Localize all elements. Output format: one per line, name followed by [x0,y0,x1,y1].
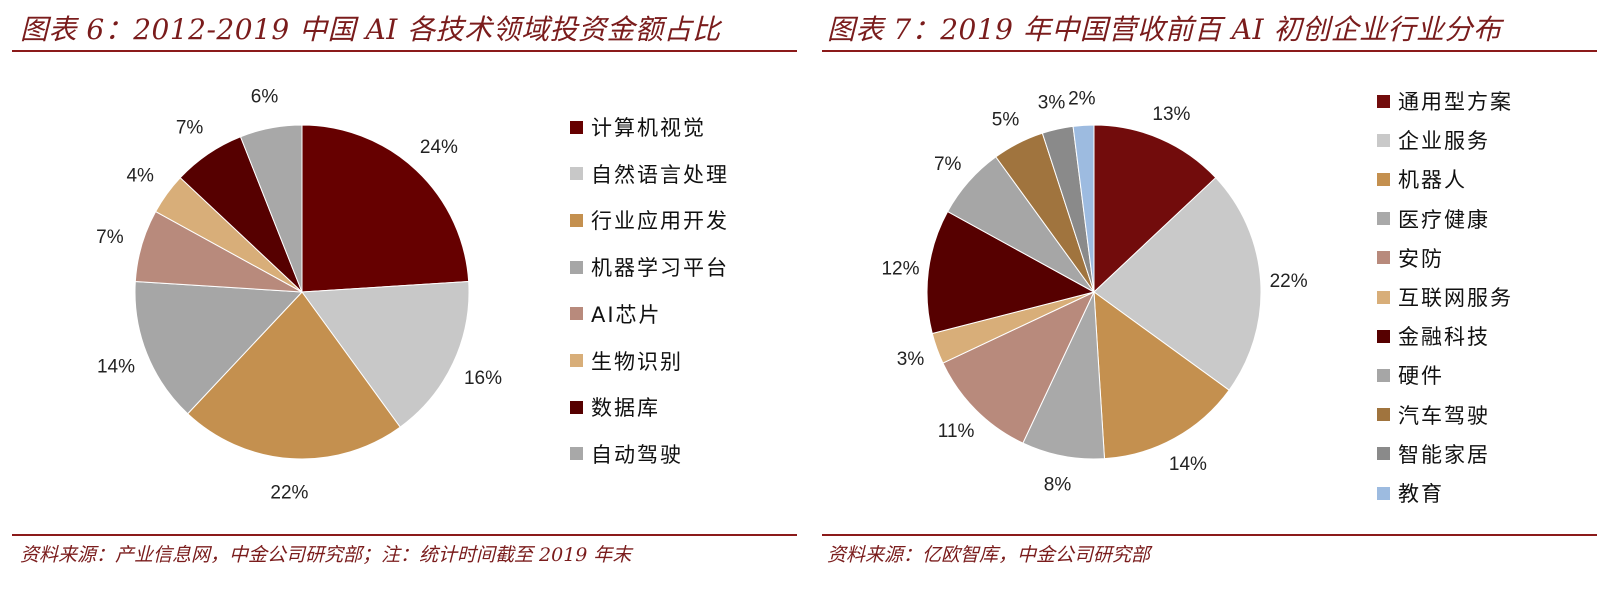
right-legend-item: 机器人 [1377,164,1467,194]
left-data-label-3: 14% [97,357,135,378]
left-legend-item: 自动驾驶 [570,439,683,469]
right-figure-panel: 图表 7：2019 年中国营收前百 AI 初创企业行业分布 13% 22% 14% 8… [822,0,1607,594]
right-legend-swatch [1377,447,1390,461]
left-legend-swatch [570,120,583,134]
left-title-divider [12,50,797,52]
right-data-label-1: 22% [1270,271,1308,292]
left-slice-7 [239,124,303,293]
right-legend-label: 企业服务 [1398,129,1490,154]
left-legend-label: 自然语言处理 [591,162,729,187]
right-legend-swatch [1377,368,1390,382]
right-pie-chart: 13%22%14%8%11%3%12%7%5%3% 2% [881,88,1308,496]
right-legend-swatch [1377,212,1390,226]
left-legend-swatch [570,307,583,321]
left-slice-2 [186,291,401,460]
right-legend-swatch [1377,329,1390,343]
left-data-label-0: 24% [420,137,458,158]
right-slice-6 [926,210,1096,335]
right-source-note: 资料来源：亿欧智库，中金公司研究部 [827,544,1151,566]
left-legend-item: 行业应用开发 [570,205,729,235]
right-legend-label: 硬件 [1398,364,1444,389]
left-legend-item: 机器学习平台 [570,252,729,282]
left-figure-panel: 图表 6：2012-2019 中国 AI 各技术领域投资金额占比 24% 16% 2… [0,0,800,594]
left-legend-item: AI芯片 [570,299,662,329]
right-legend-label: 互联网服务 [1398,286,1513,310]
left-data-label-2: 22% [270,483,308,504]
right-legend-label: 汽车驾驶 [1398,403,1490,428]
right-data-label-3: 8% [1044,475,1072,496]
left-legend-item: 数据库 [570,392,660,422]
right-slice-10 [1072,124,1095,293]
left-slice-0 [301,124,470,293]
right-legend-item: 企业服务 [1377,125,1490,155]
right-data-label-4: 11% [938,421,975,442]
right-title-divider [822,50,1597,52]
left-legend-item: 生物识别 [570,346,683,376]
left-legend-swatch [570,354,583,367]
right-legend-label: 机器人 [1398,168,1467,193]
left-legend-swatch [570,447,583,461]
right-data-label-10: 2% [1068,88,1096,109]
left-legend-label: 自动驾驶 [591,442,683,467]
right-slice-1 [1093,176,1262,391]
left-legend-label: 数据库 [591,396,660,421]
right-slice-4 [942,290,1096,444]
right-source-divider [822,534,1597,536]
right-slice-0 [1093,124,1217,294]
right-legend-item: 汽车驾驶 [1377,400,1490,430]
left-chart-title: 图表 6：2012-2019 中国 AI 各技术领域投资金额占比 [20,13,721,46]
right-legend-item: 医疗健康 [1377,204,1490,234]
right-data-label-5: 3% [897,349,925,370]
right-legend-swatch [1377,486,1390,500]
right-legend-label: 通用型方案 [1398,90,1513,114]
right-data-label-7: 7% [934,154,962,175]
left-legend-label: 行业应用开发 [591,209,729,234]
right-data-label-2: 14% [1169,454,1207,475]
right-legend-swatch [1377,172,1390,186]
left-legend-swatch [570,400,583,414]
right-legend-item: 金融科技 [1377,321,1490,351]
left-data-label-6: 7% [176,118,204,139]
right-legend-swatch [1377,408,1390,422]
left-data-label-7: 6% [251,87,279,108]
right-legend-swatch [1377,251,1390,265]
left-legend-label: AI芯片 [591,302,662,327]
right-data-label-8: 5% [992,109,1020,130]
right-legend-item: 互联网服务 [1377,282,1513,312]
right-legend-label: 金融科技 [1398,325,1490,350]
left-pie-chart: 24% 16% 22% 14% 7% 4% 7% 6% [96,87,502,504]
right-data-label-6: 12% [881,259,919,280]
left-legend-item: 自然语言处理 [570,159,729,189]
right-legend-item: 通用型方案 [1377,86,1513,116]
left-source-note: 资料来源：产业信息网，中金公司研究部；注：统计时间截至 2019 年末 [20,544,632,566]
left-source-divider [12,534,797,536]
right-data-label-0: 13% [1152,104,1190,125]
right-legend-swatch [1377,133,1390,147]
left-slice-3 [134,280,304,415]
left-data-label-4: 7% [96,227,124,248]
right-legend-item: 智能家居 [1377,439,1490,469]
left-slice-1 [301,280,470,428]
left-legend-label: 生物识别 [591,349,683,374]
right-legend-swatch [1377,94,1390,108]
left-legend-label: 计算机视觉 [591,116,706,140]
right-legend-swatch [1377,290,1390,304]
left-data-label-1: 16% [464,368,502,389]
left-legend-label: 机器学习平台 [591,256,729,281]
right-legend-item: 教育 [1377,478,1444,508]
right-legend-item: 硬件 [1377,360,1444,390]
left-data-label-5: 4% [126,165,154,186]
right-slice-2 [1093,290,1230,460]
right-legend-item: 安防 [1377,243,1444,273]
right-legend-label: 医疗健康 [1398,207,1490,232]
left-legend-item: 计算机视觉 [570,112,706,142]
right-chart-title: 图表 7：2019 年中国营收前百 AI 初创企业行业分布 [827,13,1502,46]
left-legend-swatch [570,167,583,181]
right-legend-label: 教育 [1398,482,1444,506]
right-legend-label: 安防 [1398,246,1444,271]
left-legend-swatch [570,260,583,274]
right-data-label-9: 3% [1038,93,1066,114]
left-legend-swatch [570,213,583,227]
right-legend-label: 智能家居 [1398,442,1490,467]
